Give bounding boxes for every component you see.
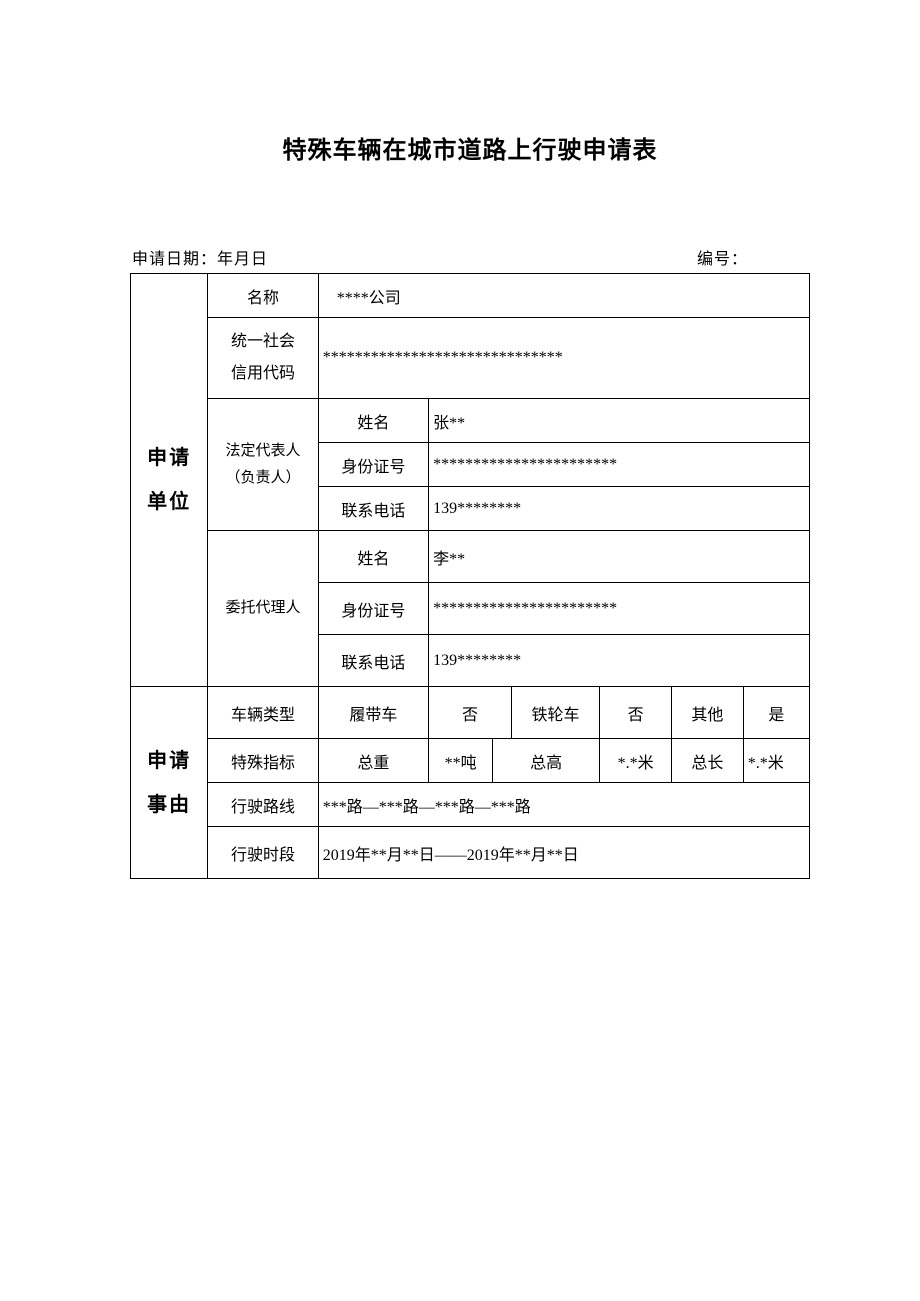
route-label: 行驶路线 bbox=[208, 783, 318, 827]
height-label: 总高 bbox=[493, 739, 600, 783]
agent-phone-label: 联系电话 bbox=[318, 635, 428, 687]
document-page: 特殊车辆在城市道路上行驶申请表 申请日期：年月日 编号： 申请单位 名称 ***… bbox=[0, 0, 920, 879]
legal-phone-value: 139******** bbox=[429, 487, 810, 531]
company-name-value: ****公司 bbox=[318, 274, 809, 318]
other-value: 是 bbox=[743, 687, 809, 739]
agent-label: 委托代理人 bbox=[208, 531, 318, 687]
crawler-label: 履带车 bbox=[318, 687, 428, 739]
company-name-label: 名称 bbox=[208, 274, 318, 318]
agent-id-value: *********************** bbox=[429, 583, 810, 635]
legal-name-label: 姓名 bbox=[318, 399, 428, 443]
application-date-label: 申请日期：年月日 bbox=[132, 245, 268, 269]
height-value: *.*米 bbox=[600, 739, 672, 783]
legal-rep-label: 法定代表人 （负责人） bbox=[208, 399, 318, 531]
time-label: 行驶时段 bbox=[208, 827, 318, 879]
ironwheel-label: 铁轮车 bbox=[511, 687, 599, 739]
page-title: 特殊车辆在城市道路上行驶申请表 bbox=[130, 130, 810, 165]
crawler-value: 否 bbox=[429, 687, 512, 739]
weight-label: 总重 bbox=[318, 739, 428, 783]
spec-label: 特殊指标 bbox=[208, 739, 318, 783]
length-label: 总长 bbox=[671, 739, 743, 783]
legal-name-value: 张** bbox=[429, 399, 810, 443]
time-value: 2019年**月**日——2019年**月**日 bbox=[318, 827, 809, 879]
credit-code-value: ****************************** bbox=[318, 318, 809, 399]
application-table: 申请单位 名称 ****公司 统一社会 信用代码 ***************… bbox=[130, 273, 810, 879]
header-line: 申请日期：年月日 编号： bbox=[130, 245, 810, 269]
serial-number-label: 编号： bbox=[697, 245, 808, 269]
other-label: 其他 bbox=[671, 687, 743, 739]
ironwheel-value: 否 bbox=[600, 687, 672, 739]
agent-id-label: 身份证号 bbox=[318, 583, 428, 635]
route-value: ***路—***路—***路—***路 bbox=[318, 783, 809, 827]
legal-phone-label: 联系电话 bbox=[318, 487, 428, 531]
agent-name-label: 姓名 bbox=[318, 531, 428, 583]
legal-id-value: *********************** bbox=[429, 443, 810, 487]
vehicle-type-label: 车辆类型 bbox=[208, 687, 318, 739]
agent-name-value: 李** bbox=[429, 531, 810, 583]
agent-phone-value: 139******** bbox=[429, 635, 810, 687]
section-applicant-unit: 申请单位 bbox=[131, 274, 208, 687]
credit-code-label: 统一社会 信用代码 bbox=[208, 318, 318, 399]
weight-value: **吨 bbox=[429, 739, 493, 783]
length-value: *.*米 bbox=[743, 739, 809, 783]
section-application-reason: 申请事由 bbox=[131, 687, 208, 879]
legal-id-label: 身份证号 bbox=[318, 443, 428, 487]
